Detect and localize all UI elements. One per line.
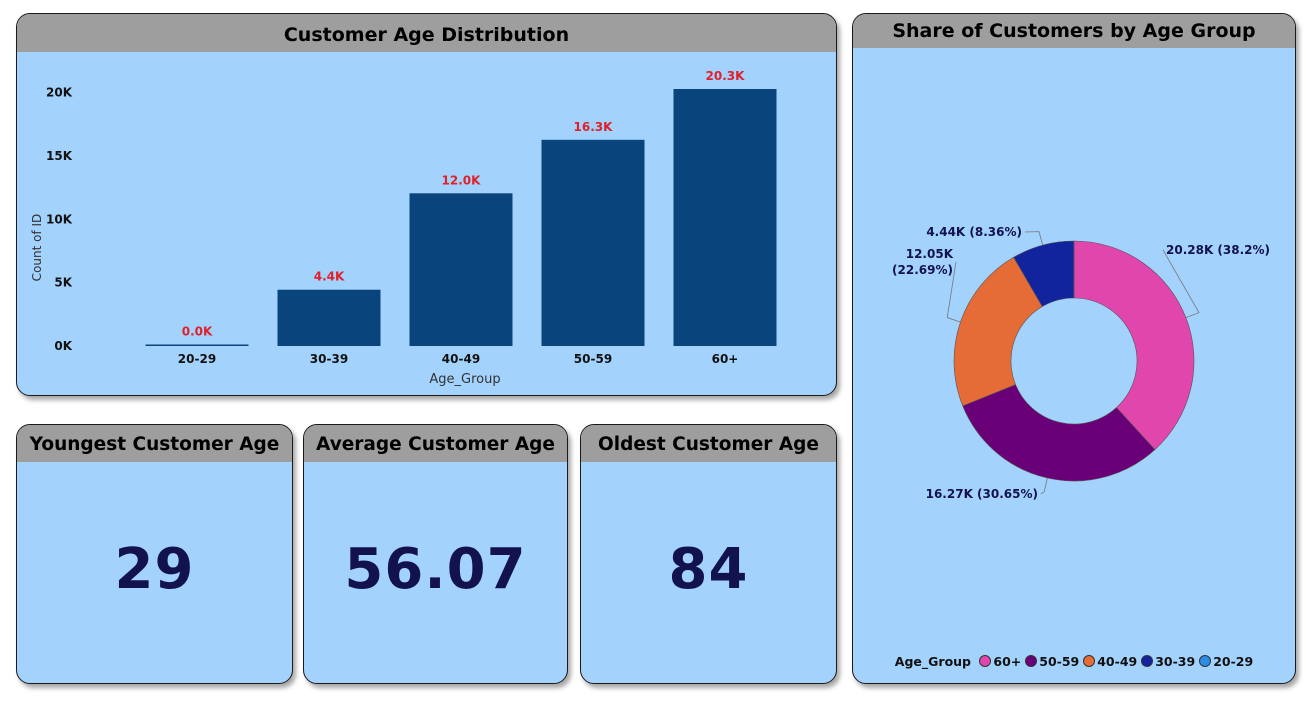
- average-age-value: 56.07: [344, 537, 527, 602]
- legend-swatch: [1025, 655, 1038, 667]
- donut-leader-line: [1024, 231, 1044, 246]
- x-tick-label: 50-59: [574, 352, 612, 366]
- age-share-card: Share of Customers by Age Group 20.28K (…: [852, 13, 1296, 684]
- youngest-age-card: Youngest Customer Age 29: [16, 424, 293, 684]
- y-tick-label: 5K: [54, 276, 72, 290]
- legend-label: 60+: [993, 654, 1022, 669]
- age-distribution-chart: 0K 5K 10K 15K 20K Count of ID 0.0K 20-29 4.4K 30-…: [30, 69, 777, 387]
- oldest-age-value: 84: [668, 537, 749, 602]
- x-tick-label: 40-49: [442, 352, 480, 366]
- legend-swatch: [1199, 655, 1212, 667]
- bar-data-label: 16.3K: [574, 120, 614, 134]
- donut-data-label: 4.44K (8.36%): [926, 225, 1022, 239]
- legend-label: 40-49: [1097, 654, 1138, 669]
- bar-20-29[interactable]: [145, 344, 249, 347]
- average-age-title: Average Customer Age: [304, 425, 567, 462]
- donut-leader-line: [1162, 249, 1200, 318]
- age-share-legend: Age_Group 60+ 50-59 40-49 30-39 20-29: [853, 654, 1295, 669]
- bar-data-label: 0.0K: [182, 325, 213, 339]
- legend-label: 30-39: [1155, 654, 1196, 669]
- x-tick-label: 30-39: [310, 352, 348, 366]
- legend-swatch: [979, 655, 992, 667]
- age-share-title: Share of Customers by Age Group: [853, 14, 1295, 48]
- bar-40-49[interactable]: [409, 193, 513, 346]
- oldest-age-title: Oldest Customer Age: [581, 425, 836, 462]
- bar-60+[interactable]: [673, 89, 777, 346]
- donut-data-label: 12.05K (22.69%): [892, 247, 954, 277]
- y-axis-label: Count of ID: [30, 214, 44, 282]
- y-tick-label: 15K: [46, 149, 73, 163]
- youngest-age-title: Youngest Customer Age: [17, 425, 292, 462]
- legend-item-30-39[interactable]: 30-39: [1141, 654, 1195, 669]
- y-tick-label: 10K: [46, 212, 73, 226]
- legend-item-60+[interactable]: 60+: [979, 654, 1021, 669]
- bar-data-label: 4.4K: [314, 270, 345, 284]
- age-distribution-title: Customer Age Distribution: [17, 14, 836, 52]
- bar-data-label: 12.0K: [442, 173, 482, 187]
- x-tick-label: 20-29: [178, 352, 216, 366]
- y-tick-label: 20K: [46, 86, 73, 100]
- legend-swatch: [1141, 655, 1154, 667]
- donut-leader-line: [1040, 477, 1048, 495]
- youngest-age-value: 29: [114, 537, 195, 602]
- age-distribution-card: Customer Age Distribution 0K 5K 10K 15K 20K C…: [16, 13, 837, 396]
- donut-data-label: 16.27K (30.65%): [926, 487, 1038, 501]
- average-age-card: Average Customer Age 56.07: [303, 424, 568, 684]
- y-tick-label: 0K: [54, 339, 72, 353]
- legend-label: 50-59: [1039, 654, 1080, 669]
- age-share-donut-chart: 20.28K (38.2%) 16.27K (30.65%) 12.05K (22.6…: [892, 225, 1270, 501]
- bar-30-39[interactable]: [277, 289, 381, 346]
- legend-item-50-59[interactable]: 50-59: [1025, 654, 1079, 669]
- legend-item-40-49[interactable]: 40-49: [1083, 654, 1137, 669]
- bar-data-label: 20.3K: [706, 69, 746, 83]
- donut-data-label: 20.28K (38.2%): [1166, 243, 1270, 257]
- x-axis-label: Age_Group: [429, 372, 500, 387]
- legend-label: 20-29: [1213, 654, 1254, 669]
- oldest-age-card: Oldest Customer Age 84: [580, 424, 837, 684]
- legend-item-20-29[interactable]: 20-29: [1199, 654, 1253, 669]
- x-tick-label: 60+: [712, 352, 739, 366]
- donut-slice-50-59[interactable]: [962, 384, 1156, 482]
- legend-title: Age_Group: [894, 654, 972, 669]
- donut-leader-line: [946, 261, 961, 323]
- bar-50-59[interactable]: [541, 139, 645, 346]
- donut-slice-60+[interactable]: [1073, 240, 1195, 451]
- donut-slice-40-49[interactable]: [953, 256, 1043, 407]
- legend-swatch: [1083, 655, 1096, 667]
